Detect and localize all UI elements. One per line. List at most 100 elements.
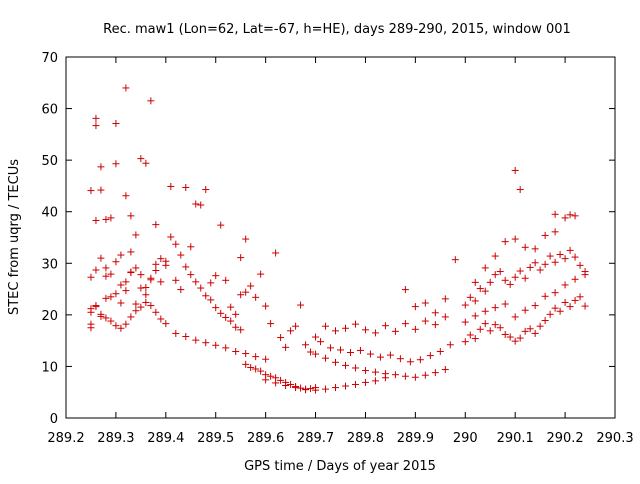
y-tick-label: 30	[41, 257, 58, 272]
data-point	[441, 295, 449, 303]
data-point	[511, 273, 519, 281]
data-point	[197, 201, 205, 209]
data-point	[351, 320, 359, 328]
data-point	[471, 297, 479, 305]
data-point	[137, 303, 145, 311]
data-point	[466, 331, 474, 339]
data-point	[446, 341, 454, 349]
data-point	[127, 313, 135, 321]
data-point	[332, 384, 340, 392]
data-point	[107, 317, 115, 325]
data-point	[177, 251, 185, 259]
data-point	[561, 298, 569, 306]
scatter-points	[87, 84, 589, 394]
data-point	[536, 266, 544, 274]
data-point	[222, 276, 230, 284]
data-point	[541, 231, 549, 239]
data-point	[287, 327, 295, 335]
data-point	[132, 231, 140, 239]
x-tick-label: 289.5	[197, 431, 234, 446]
y-tick-label: 50	[41, 154, 58, 169]
x-tick-label: 290.3	[596, 431, 633, 446]
data-point	[152, 308, 160, 316]
data-point	[297, 301, 305, 309]
data-point	[531, 245, 539, 253]
data-point	[511, 313, 519, 321]
x-tick-labels: 289.2 289.3 289.4 289.5 289.6 289.7 289.8 289.9…	[47, 431, 633, 446]
data-point	[102, 294, 110, 302]
x-tick-label: 289.3	[97, 431, 134, 446]
data-point	[92, 302, 100, 310]
data-point	[137, 271, 145, 279]
data-point	[322, 385, 330, 393]
data-point	[421, 317, 429, 325]
data-point	[391, 371, 399, 379]
data-point	[172, 276, 180, 284]
data-point	[137, 284, 145, 292]
data-point	[491, 304, 499, 312]
data-point	[561, 281, 569, 289]
data-point	[546, 252, 554, 260]
data-point	[277, 376, 285, 384]
data-point	[327, 344, 335, 352]
data-point	[566, 246, 574, 254]
data-point	[252, 365, 260, 373]
data-point	[431, 369, 439, 377]
data-point	[142, 159, 150, 167]
data-point	[237, 291, 245, 299]
data-point	[97, 312, 105, 320]
data-point	[242, 288, 250, 296]
data-point	[92, 114, 100, 122]
data-point	[526, 325, 534, 333]
data-point	[501, 300, 509, 308]
data-point	[541, 317, 549, 325]
data-point	[521, 327, 529, 335]
data-point	[571, 212, 579, 220]
data-point	[341, 324, 349, 332]
data-point	[481, 287, 489, 295]
data-point	[511, 166, 519, 174]
data-point	[277, 334, 285, 342]
data-point	[92, 122, 100, 130]
data-point	[541, 260, 549, 268]
data-point	[361, 326, 369, 334]
data-point	[371, 329, 379, 337]
data-point	[162, 261, 170, 269]
data-point	[192, 336, 200, 344]
data-point	[257, 270, 265, 278]
data-point	[182, 263, 190, 271]
data-point	[207, 296, 215, 304]
data-point	[351, 364, 359, 372]
data-point	[172, 240, 180, 248]
data-point	[192, 278, 200, 286]
data-point	[571, 275, 579, 283]
data-point	[282, 343, 290, 351]
data-point	[566, 303, 574, 311]
data-point	[287, 380, 295, 388]
data-point	[401, 320, 409, 328]
data-point	[152, 260, 160, 268]
data-point	[501, 238, 509, 246]
data-point	[561, 214, 569, 222]
data-point	[381, 322, 389, 330]
data-point	[92, 266, 100, 274]
data-point	[531, 329, 539, 337]
data-point	[356, 346, 364, 354]
data-point	[561, 255, 569, 263]
data-point	[501, 330, 509, 338]
data-point	[297, 384, 305, 392]
x-tick-label: 289.4	[147, 431, 184, 446]
data-point	[212, 304, 220, 312]
data-point	[292, 322, 300, 330]
data-point	[247, 363, 255, 371]
data-point	[127, 212, 135, 220]
data-point	[122, 278, 130, 286]
data-point	[232, 323, 240, 331]
data-point	[531, 302, 539, 310]
data-point	[102, 272, 110, 280]
data-point	[371, 377, 379, 385]
data-point	[127, 248, 135, 256]
x-axis-label: GPS time / Days of year 2015	[244, 459, 436, 474]
data-point	[496, 268, 504, 276]
data-point	[152, 267, 160, 275]
